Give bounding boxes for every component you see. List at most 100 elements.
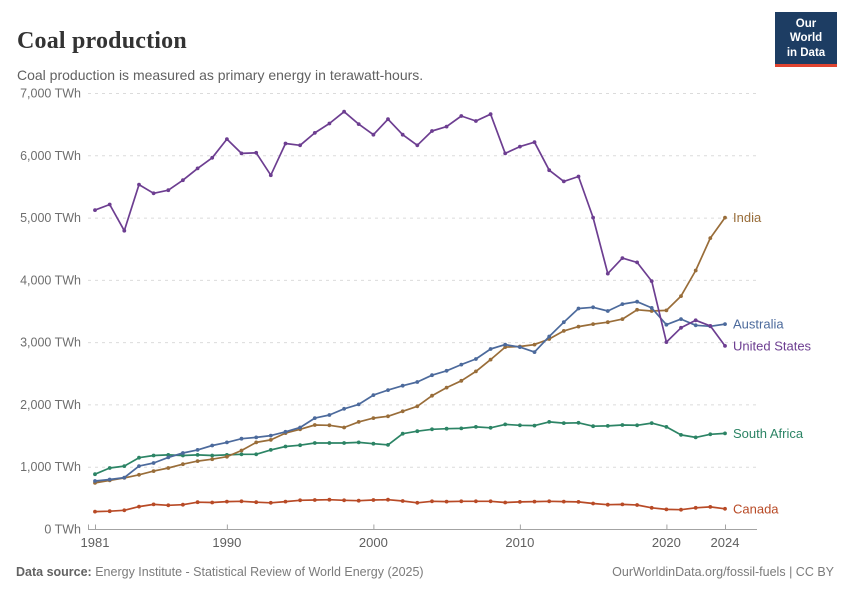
point-south-africa <box>532 423 537 428</box>
owid-logo[interactable]: Our World in Data <box>775 12 837 68</box>
point-south-africa <box>342 441 346 445</box>
point-india <box>664 308 669 313</box>
point-canada <box>298 498 302 503</box>
point-united-states <box>430 129 434 133</box>
point-australia <box>664 322 669 327</box>
line-united-states[interactable] <box>94 110 726 347</box>
point-canada <box>576 500 581 504</box>
point-canada <box>400 499 405 503</box>
point-south-africa <box>137 455 141 460</box>
point-australia <box>122 475 127 480</box>
point-canada <box>371 498 376 502</box>
point-south-africa <box>518 423 522 428</box>
point-canada <box>225 499 229 504</box>
point-united-states <box>371 132 376 137</box>
point-australia <box>635 299 639 304</box>
line-south-africa[interactable] <box>94 421 726 476</box>
point-united-states <box>503 151 508 156</box>
point-canada <box>474 499 478 504</box>
point-united-states <box>649 279 654 283</box>
point-south-africa <box>356 440 361 445</box>
point-south-africa <box>547 420 552 424</box>
point-canada <box>693 505 698 510</box>
point-canada <box>342 498 346 503</box>
series-label-united-states[interactable]: United States <box>733 338 812 353</box>
series-label-south-africa[interactable]: South Africa <box>733 426 804 441</box>
point-canada <box>503 500 508 505</box>
point-canada <box>254 500 259 505</box>
point-south-africa <box>298 443 302 448</box>
point-canada <box>605 502 610 507</box>
point-united-states <box>444 124 449 129</box>
point-australia <box>474 357 478 361</box>
point-united-states <box>107 202 112 207</box>
point-canada <box>430 499 434 504</box>
point-india <box>312 423 317 427</box>
point-south-africa <box>649 421 654 425</box>
point-india <box>181 462 185 467</box>
point-australia <box>649 306 654 310</box>
point-canada <box>415 500 420 505</box>
point-canada <box>591 501 595 506</box>
license-label: CC BY <box>795 565 834 579</box>
point-united-states <box>137 182 141 187</box>
point-united-states <box>576 174 581 179</box>
point-australia <box>312 416 317 420</box>
point-south-africa <box>107 466 112 470</box>
x-tick-label: 2024 <box>711 535 740 550</box>
point-united-states <box>210 155 215 160</box>
series-label-australia[interactable]: Australia <box>733 317 784 332</box>
point-south-africa <box>679 433 683 437</box>
point-australia <box>503 342 508 347</box>
point-canada <box>459 499 464 504</box>
data-source-label: Data source: <box>16 565 92 579</box>
owid-url-link[interactable]: OurWorldinData.org/fossil-fuels <box>612 565 786 579</box>
point-united-states <box>532 140 537 145</box>
point-united-states <box>239 151 244 156</box>
series-label-canada[interactable]: Canada <box>733 501 779 516</box>
point-australia <box>386 388 390 392</box>
footer-links: OurWorldinData.org/fossil-fuels | CC BY <box>612 565 834 579</box>
series-label-india[interactable]: India <box>733 210 762 225</box>
point-canada <box>723 506 727 511</box>
line-canada[interactable] <box>94 498 726 513</box>
point-united-states <box>327 121 332 126</box>
point-australia <box>723 322 727 326</box>
y-tick-label: 1,000 TWh <box>20 460 81 474</box>
y-tick-label: 7,000 TWh <box>20 87 81 101</box>
point-australia <box>137 464 141 468</box>
point-india <box>342 425 346 430</box>
point-australia <box>283 429 288 434</box>
x-tick-label: 2020 <box>652 535 681 550</box>
y-tick-label: 3,000 TWh <box>20 336 81 350</box>
point-india <box>268 438 273 442</box>
point-australia <box>693 323 698 328</box>
line-india[interactable] <box>94 216 726 484</box>
point-australia <box>576 306 581 311</box>
point-australia <box>298 425 302 430</box>
footer-separator: | <box>785 565 796 579</box>
point-australia <box>400 383 405 388</box>
x-tick-label: 2010 <box>505 535 534 550</box>
point-canada <box>283 499 288 504</box>
point-australia <box>210 443 215 448</box>
point-united-states <box>561 179 566 184</box>
point-australia <box>225 440 229 445</box>
line-australia[interactable] <box>94 300 726 482</box>
point-united-states <box>459 114 464 118</box>
point-united-states <box>181 178 185 183</box>
point-south-africa <box>430 427 434 432</box>
point-australia <box>239 436 244 441</box>
point-united-states <box>415 143 420 148</box>
point-canada <box>444 499 449 504</box>
point-india <box>137 472 141 477</box>
point-south-africa <box>708 432 713 437</box>
point-south-africa <box>415 429 420 434</box>
point-australia <box>151 461 156 465</box>
point-united-states <box>283 141 288 146</box>
point-india <box>239 448 244 453</box>
point-united-states <box>356 122 361 126</box>
point-australia <box>415 380 420 384</box>
point-united-states <box>591 215 595 220</box>
point-australia <box>268 433 273 438</box>
